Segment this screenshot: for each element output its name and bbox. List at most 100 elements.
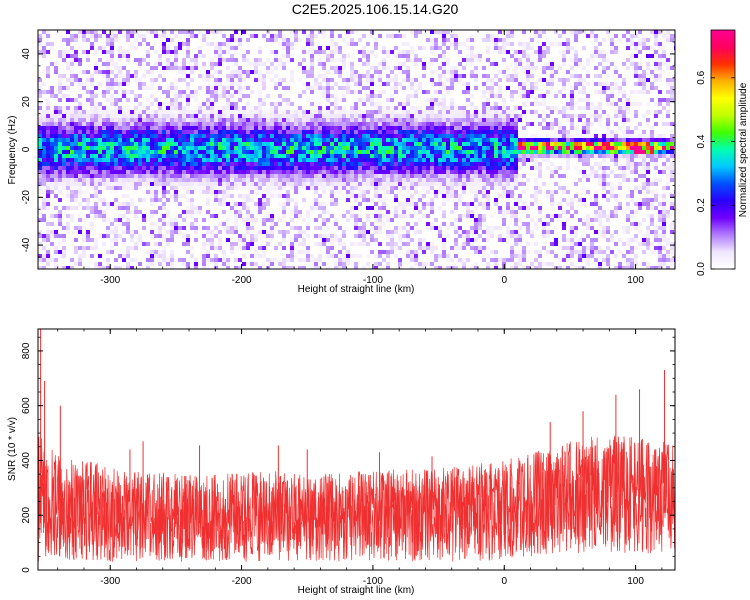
spectrogram-cell [214,138,218,142]
spectrogram-cell [78,186,82,190]
spectrogram-cell [486,102,490,106]
spectrogram-cell [70,218,74,222]
spectrogram-cell [274,222,278,226]
spectrogram-cell [334,254,338,258]
spectrogram-cell [414,54,418,58]
spectrogram-cell [346,262,350,266]
spectrogram-cell [350,126,354,130]
spectrogram-cell [394,194,398,198]
spectrogram-cell [322,94,326,98]
spectrogram-cell [182,154,186,158]
spectrogram-cell [338,182,342,186]
spectrogram-cell [382,58,386,62]
spectrogram-cell [314,242,318,246]
spectrogram-cell [398,146,402,150]
spectrogram-cell [410,254,414,258]
spectrogram-cell [506,66,510,70]
spectrogram-cell [438,126,442,130]
spectrogram-cell [206,198,210,202]
spectrogram-cell [454,226,458,230]
spectrogram-cell [414,190,418,194]
spectrogram-cell [398,130,402,134]
spectrogram-cell [510,94,514,98]
spectrogram-cell [58,130,62,134]
spectrogram-cell [330,110,334,114]
spectrogram-cell [494,202,498,206]
spectrogram-cell [418,146,422,150]
spectrogram-cell [186,198,190,202]
spectrogram-cell [98,186,102,190]
spectrogram-cell [442,154,446,158]
spectrogram-cell [126,170,130,174]
spectrogram-cell [122,174,126,178]
spectrogram-cell [482,238,486,242]
spectrogram-cell [442,110,446,114]
spectrogram-cell [538,150,542,154]
spectrogram-cell [138,262,142,266]
spectrogram-cell [422,214,426,218]
spectrogram-cell [418,170,422,174]
spectrogram-cell [278,194,282,198]
spectrogram-cell [122,238,126,242]
spectrogram-cell [62,150,66,154]
spectrogram-cell [242,174,246,178]
spectrogram-cell [234,114,238,118]
spectrogram-cell [294,202,298,206]
spectrogram-cell [474,178,478,182]
spectrogram-cell [386,166,390,170]
spectrogram-cell [122,202,126,206]
spectrogram-cell [186,266,190,269]
spectrogram-cell [234,150,238,154]
spectrogram-cell [54,206,58,210]
spectrogram-cell [462,138,466,142]
spectrogram-cell [306,258,310,262]
spectrogram-cell [214,182,218,186]
spectrogram-cell [210,166,214,170]
spectrogram-cell [550,78,554,82]
spectrogram-cell [242,58,246,62]
spectrogram-cell [442,178,446,182]
spectrogram-cell [478,166,482,170]
spectrogram-cell [254,130,258,134]
spectrogram-cell [550,190,554,194]
spectrogram-cell [474,78,478,82]
spectrogram-cell [278,122,282,126]
spectrogram-cell [234,154,238,158]
spectrogram-cell [442,186,446,190]
spectrogram-cell [238,174,242,178]
spectrogram-cell [102,154,106,158]
spectrogram-cell [398,102,402,106]
spectrogram-cell [350,142,354,146]
spectrogram-cell [358,118,362,122]
spectrogram-cell [390,174,394,178]
spectrogram-cell [474,250,478,254]
spectrogram-cell [102,118,106,122]
spectrogram-cell [366,198,370,202]
spectrogram-cell [426,166,430,170]
spectrogram-cell [346,146,350,150]
spectrogram-cell [398,190,402,194]
spectrogram-cell [362,154,366,158]
spectrogram-cell [446,226,450,230]
spectrogram-cell [154,186,158,190]
spectrogram-cell [362,62,366,66]
spectrogram-cell [278,78,282,82]
spectrogram-cell [286,110,290,114]
spectrogram-cell [82,142,86,146]
spectrogram-cell [518,242,522,246]
spectrogram-cell [366,118,370,122]
spectrogram-cell [338,130,342,134]
spectrogram-cell [54,118,58,122]
spectrogram-cell [478,246,482,250]
spectrogram-cell [74,198,78,202]
spectrogram-cell [98,106,102,110]
spectrogram-cell [454,34,458,38]
spectrogram-cell [166,242,170,246]
spectrogram-cell [306,98,310,102]
spectrogram-cell [390,50,394,54]
spectrogram-cell [130,234,134,238]
spectrogram-cell [370,34,374,38]
spectrogram-cell [538,58,542,62]
spectrogram-cell [270,122,274,126]
spectrogram-cell [514,234,518,238]
